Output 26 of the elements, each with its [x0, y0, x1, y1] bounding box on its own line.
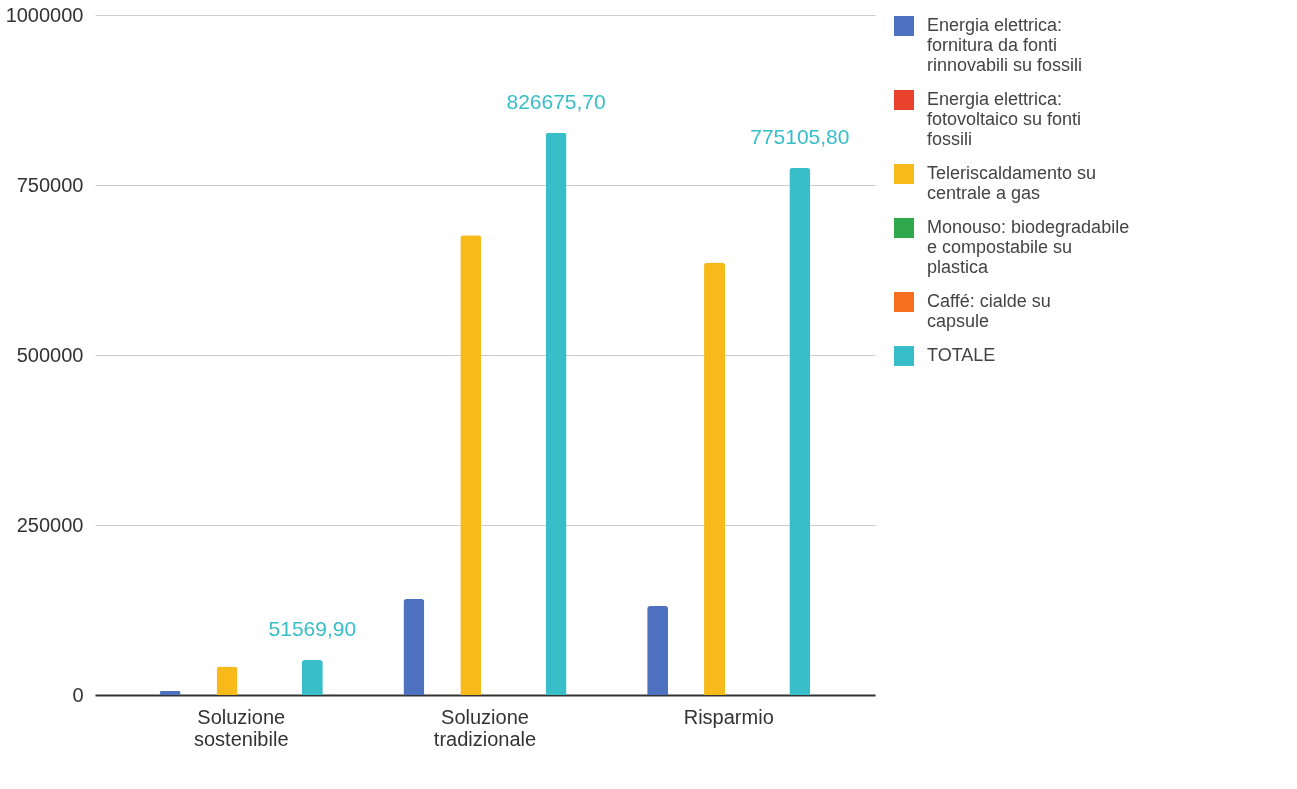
x-tick-label: Risparmio: [683, 705, 774, 728]
legend-label: TOTALE: [927, 345, 996, 365]
legend-label: Monouso: biodegradabile e compostabile su plastica: [927, 217, 1130, 277]
bar: [159, 690, 181, 695]
data-label: 826675,70: [506, 89, 606, 113]
y-tick-label: 750000: [16, 173, 84, 196]
bar: [216, 666, 238, 695]
x-tick-label: Soluzione tradizionale: [433, 705, 537, 750]
y-tick-label: 500000: [16, 343, 84, 366]
bar: [545, 132, 567, 695]
y-tick-label: 250000: [16, 513, 84, 536]
legend-label: Energia elettrica: fotovoltaico su fonti fossili: [927, 89, 1082, 149]
data-label: 51569,90: [268, 616, 357, 640]
data-label: 775105,80: [750, 124, 850, 148]
y-tick-label: 0: [72, 683, 84, 706]
bar: [403, 599, 425, 695]
bar: [789, 167, 811, 695]
legend-label: Teleriscaldamento su centrale a gas: [927, 163, 1097, 203]
bar: [460, 235, 482, 695]
x-tick-label: Soluzione sostenibile: [193, 705, 289, 750]
bar: [647, 605, 669, 695]
y-tick-label: 1000000: [5, 3, 84, 26]
bar: [301, 659, 323, 695]
legend-label: Caffé: cialde su capsule: [927, 291, 1051, 331]
bar: [704, 262, 726, 695]
legend-label: Energia elettrica: fornitura da fonti rinnovabili su fossili: [927, 15, 1083, 75]
